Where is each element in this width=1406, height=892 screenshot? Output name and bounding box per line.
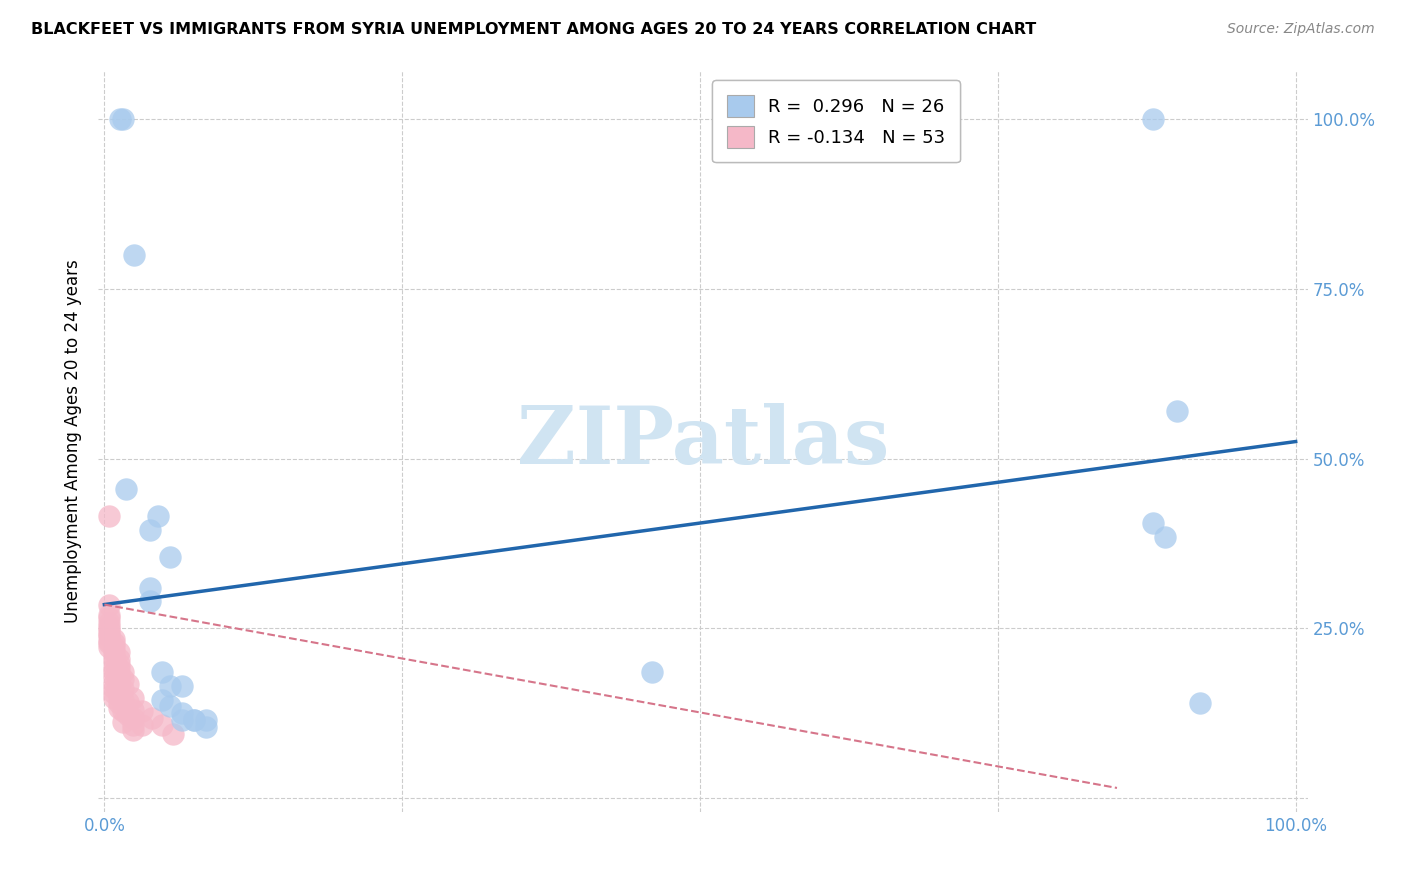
Point (122, 723, 145, 738)
Point (122, 690, 145, 705)
Point (194, 720, 217, 734)
Text: Source: ZipAtlas.com: Source: ZipAtlas.com (1227, 22, 1375, 37)
Point (103, 655, 125, 669)
Point (170, 713, 193, 727)
Point (162, 726, 184, 740)
Point (98, 615, 121, 630)
Point (170, 706, 193, 721)
Point (150, 718, 173, 732)
Text: BLACKFEET VS IMMIGRANTS FROM SYRIA UNEMPLOYMENT AMONG AGES 20 TO 24 YEARS CORREL: BLACKFEET VS IMMIGRANTS FROM SYRIA UNEMP… (31, 22, 1036, 37)
Point (103, 632, 125, 646)
Point (122, 711, 145, 725)
Point (103, 661, 125, 675)
Point (641, 665, 664, 680)
Point (103, 675, 125, 690)
Point (103, 681, 125, 695)
Point (117, 695, 139, 709)
Point (1166, 404, 1188, 418)
Point (183, 713, 205, 727)
Point (98, 607, 121, 622)
Point (98, 640, 121, 655)
Point (131, 718, 153, 732)
Point (103, 686, 125, 700)
Point (107, 701, 129, 715)
Point (103, 690, 125, 705)
Point (122, 248, 145, 262)
Point (150, 692, 173, 706)
Point (112, 665, 135, 680)
Point (159, 699, 181, 714)
Point (103, 636, 125, 650)
Point (107, 662, 129, 676)
Point (98, 633, 121, 648)
Point (98, 620, 121, 634)
Point (117, 708, 139, 723)
Point (159, 679, 181, 693)
Point (103, 649, 125, 664)
Point (107, 645, 129, 659)
Point (112, 682, 135, 697)
Point (98, 611, 121, 625)
Point (98, 626, 121, 640)
Point (112, 714, 135, 729)
Point (107, 652, 129, 666)
Point (170, 679, 193, 693)
Point (183, 713, 205, 727)
Point (150, 665, 173, 680)
Point (103, 670, 125, 684)
Point (122, 718, 145, 732)
Point (1153, 530, 1175, 544)
Y-axis label: Unemployment Among Ages 20 to 24 years: Unemployment Among Ages 20 to 24 years (65, 260, 83, 624)
Point (98, 509, 121, 524)
Point (131, 704, 153, 718)
Point (103, 645, 125, 659)
Point (98, 624, 121, 638)
Point (112, 704, 135, 718)
Point (138, 523, 160, 537)
Point (159, 549, 181, 564)
Point (141, 711, 163, 725)
Legend: R =  0.296   N = 26, R = -0.134   N = 53: R = 0.296 N = 26, R = -0.134 N = 53 (713, 80, 960, 162)
Point (138, 581, 160, 595)
Point (108, 112, 131, 126)
Point (122, 703, 145, 717)
Text: ZIPatlas: ZIPatlas (517, 402, 889, 481)
Point (117, 677, 139, 691)
Point (112, 673, 135, 687)
Point (112, 112, 135, 126)
Point (98, 630, 121, 644)
Point (103, 665, 125, 680)
Point (98, 598, 121, 612)
Point (1142, 516, 1164, 530)
Point (1189, 696, 1212, 710)
Point (98, 636, 121, 650)
Point (107, 690, 129, 704)
Point (194, 713, 217, 727)
Point (107, 677, 129, 691)
Point (112, 692, 135, 706)
Point (146, 509, 169, 524)
Point (107, 696, 129, 710)
Point (107, 667, 129, 681)
Point (114, 482, 136, 496)
Point (1142, 112, 1164, 126)
Point (138, 594, 160, 608)
Point (103, 640, 125, 655)
Point (107, 657, 129, 671)
